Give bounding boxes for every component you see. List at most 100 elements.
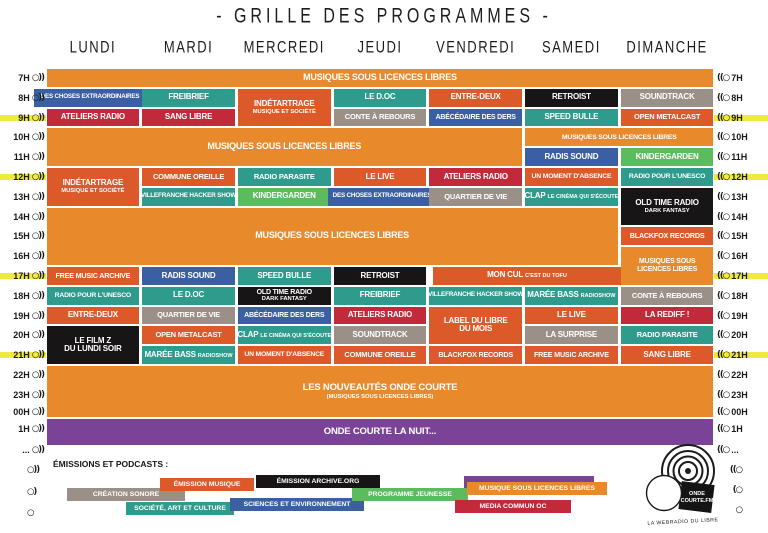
radio-wave-icon: ○) xyxy=(27,487,37,497)
program-block: RADIS SOUND xyxy=(525,148,618,166)
program-block: ABÉCÉDAIRE DES DERS xyxy=(237,306,331,325)
radio-wave-icon: ((○ xyxy=(717,251,730,262)
program-title: RADIO PARASITE xyxy=(636,330,698,340)
radio-wave-icon: ○)) xyxy=(31,445,45,455)
hour-label-right: ((○ 15H xyxy=(717,229,767,243)
program-block: MON CUL C'EST DU TOFU xyxy=(433,267,621,285)
program-subtitle: C'EST DU TOFU xyxy=(525,273,567,280)
radio-wave-icon: ((○ xyxy=(717,231,730,242)
hour-text: 19H xyxy=(13,310,30,321)
program-block: LE FILM Z DU LUNDI SOIR xyxy=(46,326,140,364)
current-time-highlight xyxy=(714,352,768,359)
program-title: VILLEFRANCHE HACKER SHOW xyxy=(428,291,524,299)
radio-wave-icon: ((○ xyxy=(717,72,730,83)
program-title: RADIO POUR L'UNESCO xyxy=(54,292,132,300)
program-subtitle: (MUSIQUES SOUS LICENCES LIBRES) xyxy=(326,393,434,400)
program-block: OPEN METALCAST xyxy=(142,326,235,345)
program-title: SOUNDTRACK xyxy=(352,329,408,339)
program-block: SPEED BULLE xyxy=(237,267,331,285)
radio-wave-icon: ○)) xyxy=(31,191,45,202)
day-header-vendredi: VENDREDI xyxy=(436,37,516,57)
radio-wave-icon: ○)) xyxy=(31,231,45,242)
program-block: MUSIQUES SOUS LICENCES LIBRES xyxy=(525,128,714,147)
hour-label-left: 00H ○)) xyxy=(0,405,45,419)
program-title: CLAP LE CINÉMA QUI S'ÉCOUTE xyxy=(524,191,619,201)
program-block: ATELIERS RADIO xyxy=(333,306,427,325)
hour-label-left: 17H ○)) xyxy=(0,269,45,283)
hour-text: 17H xyxy=(13,270,30,281)
program-title: INDÉTARTRAGE xyxy=(62,178,124,188)
hour-text: 21H xyxy=(13,350,30,361)
program-title: CLAP LE CINÉMA QUI S'ÉCOUTE xyxy=(237,329,332,339)
radio-wave-icon: ○)) xyxy=(31,72,45,83)
program-title: RADIO POUR L'UNESCO xyxy=(628,173,706,181)
hour-label-left: 16H ○)) xyxy=(0,249,45,263)
program-title: SOUNDTRACK xyxy=(639,92,695,102)
hour-label-right: ((○ 13H xyxy=(717,190,767,204)
hour-text: 14H xyxy=(731,211,748,222)
day-header-mardi: MARDI xyxy=(163,37,214,57)
program-title-line2: DU LUNDI SOIR xyxy=(64,344,122,354)
program-title: MARÉE BASS RADIOSHOW xyxy=(527,290,616,300)
program-title: RADIS SOUND xyxy=(544,151,599,161)
hour-text: 16H xyxy=(13,251,30,262)
legend-item: ÉMISSION MUSIQUE xyxy=(160,478,254,491)
program-block: SANG LIBRE xyxy=(142,108,235,127)
hour-label-right: ((○ 00H xyxy=(717,405,767,419)
program-title: ATELIERS RADIO xyxy=(443,171,508,181)
radio-wave-icon: ((○ xyxy=(717,211,730,222)
program-title: LE D.OC xyxy=(173,290,205,300)
program-block: RADIO PARASITE xyxy=(237,168,331,186)
radio-wave-icon: ○)) xyxy=(31,251,45,262)
program-subtitle: LE CINÉMA QUI S'ÉCOUTE xyxy=(260,332,332,339)
radio-wave-icon: ((○ xyxy=(717,310,730,321)
program-block: KINDERGARDEN xyxy=(620,148,714,166)
program-block: FREE MUSIC ARCHIVE xyxy=(525,346,618,364)
program-title: MUSIQUES SOUS LICENCES LIBRES xyxy=(303,72,457,83)
program-block: ABÉCÉDAIRE DES DERS xyxy=(429,108,523,127)
radio-wave-icon: ○ xyxy=(27,508,34,518)
program-subtitle: RADIOSHOW xyxy=(580,293,616,300)
program-block: QUARTIER DE VIE xyxy=(429,187,523,206)
program-title: FREE MUSIC ARCHIVE xyxy=(533,350,609,360)
program-title: FREIBRIEF xyxy=(168,92,209,102)
program-subtitle: LE CINÉMA QUI S'ÉCOUTE xyxy=(547,194,619,201)
current-time-highlight xyxy=(714,272,768,279)
hour-label-left: 11H ○)) xyxy=(0,150,45,164)
hour-label-left: 13H ○)) xyxy=(0,190,45,204)
program-block: KINDERGARDEN xyxy=(237,187,331,206)
hour-text: 21H xyxy=(731,350,748,361)
hour-text: 22H xyxy=(13,369,30,380)
program-title: SPEED BULLE xyxy=(257,270,312,280)
program-title: ABÉCÉDAIRE DES DERS xyxy=(244,311,325,319)
hour-text: 14H xyxy=(13,211,30,222)
program-title: ATELIERS RADIO xyxy=(60,112,125,122)
program-block: RADIO POUR L'UNESCO xyxy=(46,286,140,305)
program-block: ATELIERS RADIO xyxy=(46,108,140,127)
hour-label-left: 14H ○)) xyxy=(0,210,45,224)
day-header-mercredi: MERCREDI xyxy=(243,37,325,57)
radio-wave-icon: ((○ xyxy=(717,350,730,361)
hour-text: 13H xyxy=(731,191,748,202)
radio-wave-icon: ○)) xyxy=(31,330,45,341)
hour-text: 9H xyxy=(18,112,30,123)
program-block: ENTRE-DEUX xyxy=(429,88,523,107)
hour-label-right: ((○ 7H xyxy=(717,71,767,85)
hour-text: 15H xyxy=(13,231,30,242)
program-block: OLD TIME RADIO DARK FANTASY xyxy=(237,286,331,305)
hour-text: 13H xyxy=(13,191,30,202)
radio-wave-icon: ((○ xyxy=(717,152,730,163)
hour-label-left: 20H ○)) xyxy=(0,328,45,342)
hour-text: 22H xyxy=(731,369,748,380)
program-block: UN MOMENT D'ABSENCE xyxy=(237,346,331,364)
hour-label-left: 18H ○)) xyxy=(0,289,45,303)
hour-label-right: ((○ 8H xyxy=(717,91,767,105)
program-block: BLACKFOX RECORDS xyxy=(429,346,523,364)
hour-label-left: 9H ○)) xyxy=(0,111,45,125)
program-block: LABEL DU LIBRE DU MOIS xyxy=(429,306,523,345)
program-title: RADIO PARASITE xyxy=(253,171,315,181)
hour-label-right: ((○ 1H xyxy=(717,422,767,436)
radio-wave-icon: ((○ xyxy=(717,424,730,434)
radio-wave-icon: ○)) xyxy=(31,310,45,321)
program-subtitle: MUSIQUE ET SOCIÉTÉ xyxy=(252,108,316,115)
